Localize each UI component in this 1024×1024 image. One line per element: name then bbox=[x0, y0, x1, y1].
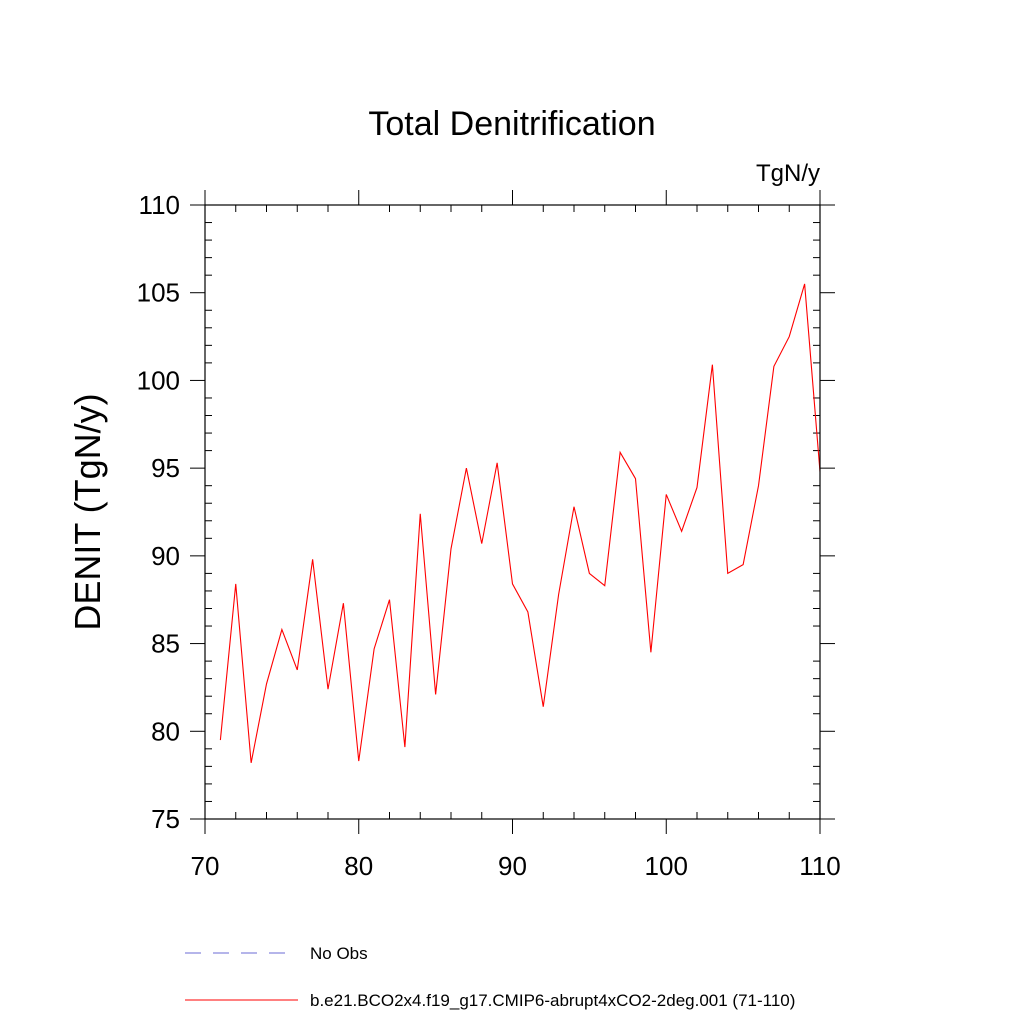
y-tick-label: 110 bbox=[139, 190, 180, 220]
series-lines bbox=[219, 283, 821, 763]
series-line-0 bbox=[219, 283, 821, 763]
y-tick-label: 105 bbox=[137, 278, 180, 308]
x-tick-labels: 70 80 90 100 110 bbox=[191, 851, 841, 881]
plot-frame bbox=[204, 204, 821, 820]
chart-title: Total Denitrification bbox=[368, 105, 655, 143]
y-axis-label: DENIT (TgN/y) bbox=[67, 393, 108, 630]
x-tick-label: 90 bbox=[498, 851, 527, 881]
x-tick-label: 110 bbox=[799, 851, 840, 881]
legend-label-no-obs: No Obs bbox=[310, 944, 368, 963]
y-tick-label: 75 bbox=[151, 804, 180, 834]
y-tick-label: 95 bbox=[151, 453, 180, 483]
legend-label-model: b.e21.BCO2x4.f19_g17.CMIP6-abrupt4xCO2-2… bbox=[310, 991, 795, 1010]
legend: No Obs b.e21.BCO2x4.f19_g17.CMIP6-abrupt… bbox=[185, 944, 795, 1010]
units-label: TgN/y bbox=[756, 160, 820, 187]
y-tick-label: 80 bbox=[151, 716, 180, 746]
x-tick-label: 80 bbox=[344, 851, 373, 881]
major-ticks bbox=[190, 190, 835, 834]
x-tick-label: 100 bbox=[645, 851, 688, 881]
y-tick-label: 85 bbox=[151, 629, 180, 659]
x-tick-label: 70 bbox=[191, 851, 220, 881]
y-tick-label: 100 bbox=[137, 365, 180, 395]
y-tick-label: 90 bbox=[151, 541, 180, 571]
minor-ticks bbox=[205, 205, 820, 819]
y-tick-labels: 75 80 85 90 95 100 105 110 bbox=[137, 190, 180, 834]
